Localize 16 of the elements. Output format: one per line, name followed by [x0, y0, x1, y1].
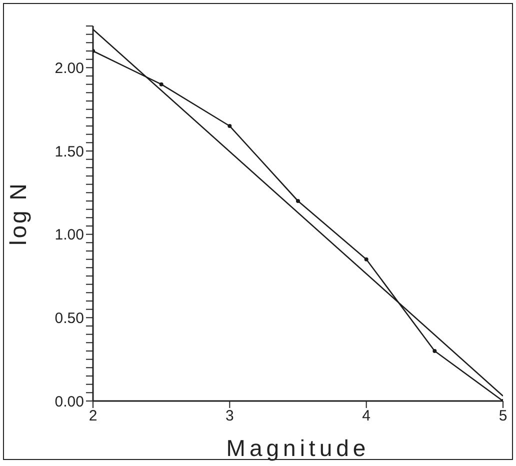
y-axis-title: log N: [5, 182, 32, 246]
x-tick-label: 2: [88, 408, 98, 425]
x-tick-label: 4: [362, 408, 371, 425]
y-tick-label: 2.00: [54, 60, 84, 77]
y-tick-label: 1.50: [54, 143, 84, 160]
x-tick-label: 3: [225, 408, 234, 425]
point: [364, 257, 368, 262]
x-tick-label: 5: [498, 408, 508, 425]
y-tick-label: 0.50: [54, 310, 84, 327]
y-tick-label: 0.00: [54, 393, 84, 410]
x-axis-title: Magnitude: [226, 435, 370, 461]
point: [296, 199, 300, 203]
point: [159, 82, 164, 86]
point: [432, 349, 437, 353]
point: [228, 124, 232, 128]
y-tick-label: 1.00: [54, 226, 84, 244]
